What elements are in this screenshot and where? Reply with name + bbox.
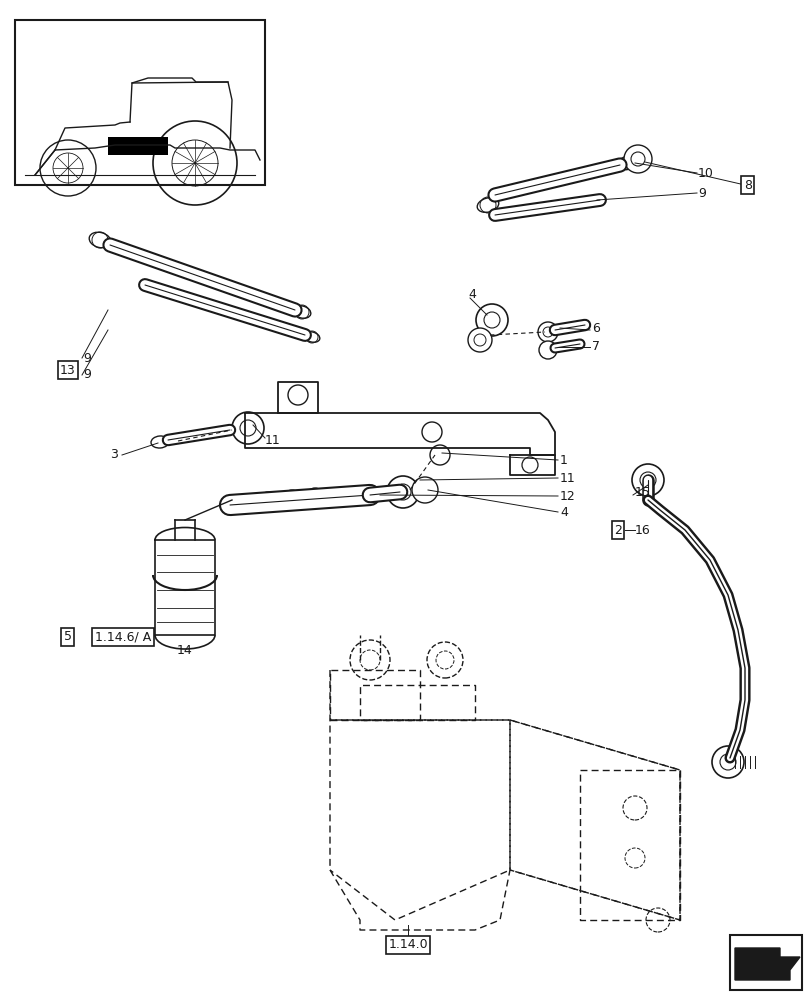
Text: 3: 3 [109, 448, 118, 462]
Circle shape [283, 490, 301, 508]
Text: 5: 5 [64, 630, 72, 644]
Text: 1.14.6/ A: 1.14.6/ A [95, 630, 151, 644]
Text: 9: 9 [83, 368, 91, 381]
Text: 11: 11 [560, 472, 575, 485]
Circle shape [238, 494, 257, 512]
Ellipse shape [151, 436, 169, 448]
Polygon shape [155, 540, 215, 635]
Circle shape [411, 477, 437, 503]
Ellipse shape [89, 232, 110, 248]
Circle shape [711, 746, 743, 778]
Text: 11: 11 [264, 434, 281, 446]
Text: 7: 7 [591, 340, 599, 354]
Circle shape [631, 464, 663, 496]
Text: 9: 9 [83, 352, 91, 364]
Text: 8: 8 [743, 179, 751, 192]
Text: 12: 12 [560, 489, 575, 502]
Text: 13: 13 [60, 363, 75, 376]
Circle shape [475, 304, 508, 336]
Ellipse shape [477, 198, 498, 212]
Circle shape [387, 476, 418, 508]
Text: 14: 14 [177, 644, 193, 656]
Circle shape [306, 488, 324, 506]
FancyBboxPatch shape [108, 137, 168, 155]
Polygon shape [245, 413, 554, 455]
Text: 2: 2 [613, 524, 621, 536]
Polygon shape [509, 455, 554, 475]
Circle shape [623, 145, 651, 173]
Circle shape [232, 412, 264, 444]
Ellipse shape [616, 156, 636, 170]
Ellipse shape [304, 332, 320, 342]
Circle shape [467, 328, 491, 352]
Text: 1: 1 [560, 454, 567, 466]
Text: 10: 10 [697, 167, 713, 180]
Circle shape [539, 341, 556, 359]
Polygon shape [277, 382, 318, 413]
Text: 6: 6 [591, 322, 599, 334]
Text: 1.14.0: 1.14.0 [388, 938, 427, 951]
Text: 16: 16 [634, 524, 650, 536]
Polygon shape [734, 948, 799, 980]
Text: 9: 9 [697, 187, 705, 200]
Ellipse shape [293, 306, 311, 318]
Text: 4: 4 [467, 288, 475, 302]
Text: 4: 4 [560, 506, 567, 518]
Circle shape [538, 322, 557, 342]
FancyBboxPatch shape [15, 20, 264, 185]
Circle shape [259, 492, 277, 510]
FancyBboxPatch shape [729, 935, 801, 990]
Text: 15: 15 [634, 487, 650, 499]
